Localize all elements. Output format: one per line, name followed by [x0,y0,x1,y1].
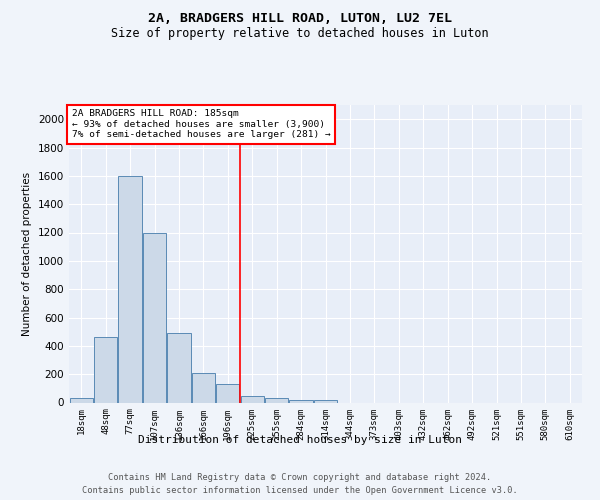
Bar [143,232,166,402]
Text: Distribution of detached houses by size in Luton: Distribution of detached houses by size … [138,435,462,445]
Bar [289,400,313,402]
Text: Contains public sector information licensed under the Open Government Licence v3: Contains public sector information licen… [82,486,518,495]
Text: 2A, BRADGERS HILL ROAD, LUTON, LU2 7EL: 2A, BRADGERS HILL ROAD, LUTON, LU2 7EL [148,12,452,26]
Y-axis label: Number of detached properties: Number of detached properties [22,172,32,336]
Bar [241,396,264,402]
Bar [216,384,239,402]
Bar [167,333,191,402]
Text: Size of property relative to detached houses in Luton: Size of property relative to detached ho… [111,28,489,40]
Bar [118,176,142,402]
Bar [94,338,117,402]
Text: 2A BRADGERS HILL ROAD: 185sqm
← 93% of detached houses are smaller (3,900)
7% of: 2A BRADGERS HILL ROAD: 185sqm ← 93% of d… [71,110,331,140]
Text: Contains HM Land Registry data © Crown copyright and database right 2024.: Contains HM Land Registry data © Crown c… [109,472,491,482]
Bar [265,398,288,402]
Bar [70,398,93,402]
Bar [314,400,337,402]
Bar [192,373,215,402]
